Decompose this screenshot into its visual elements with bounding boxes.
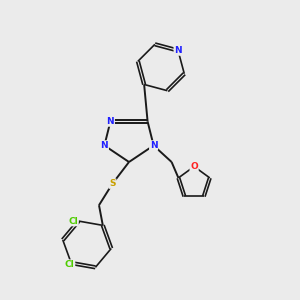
Text: N: N (100, 141, 108, 150)
Text: N: N (174, 46, 182, 55)
Text: N: N (106, 117, 114, 126)
Text: Cl: Cl (68, 217, 78, 226)
Text: N: N (150, 141, 158, 150)
Text: Cl: Cl (65, 260, 75, 269)
Text: O: O (190, 162, 198, 171)
Text: S: S (109, 179, 116, 188)
